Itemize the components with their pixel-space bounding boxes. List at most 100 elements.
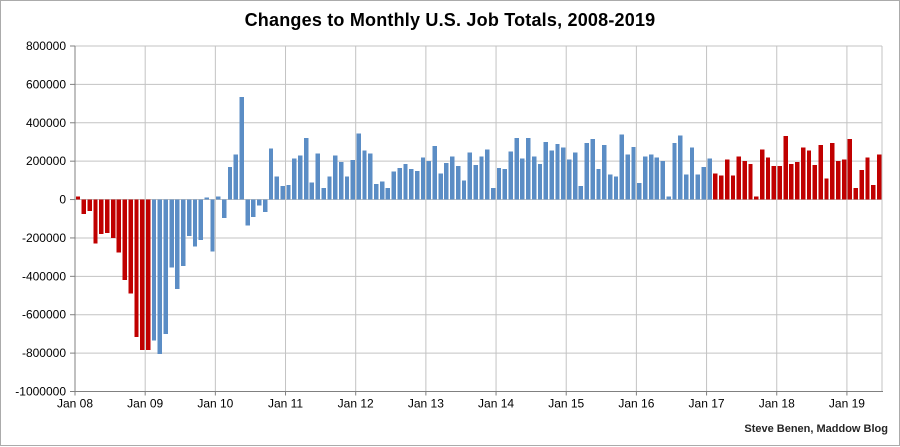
bar-2008-Jun (105, 199, 110, 234)
bar-2012-May (379, 181, 385, 200)
bar-2016-Feb (643, 156, 648, 200)
bar-2010-May (239, 96, 244, 200)
bar-2018-Jan (777, 165, 782, 200)
bar-2009-Aug (186, 199, 192, 237)
bar-2018-Sep (824, 178, 829, 200)
bar-2016-Aug (678, 135, 683, 200)
bar-2016-Dec (701, 166, 706, 200)
bar-2015-Sep (613, 176, 619, 200)
bar-2017-Feb (713, 173, 718, 200)
bar-2014-Jul (531, 156, 537, 200)
bar-2010-Sep (262, 199, 268, 213)
bar-2016-Jun (666, 196, 671, 200)
bar-2010-Jun (245, 199, 250, 226)
bar-2009-May (169, 199, 174, 268)
bar-2014-Feb (502, 168, 508, 200)
bar-2014-Mar (508, 151, 513, 200)
bar-2014-Nov (555, 143, 560, 200)
bar-2012-Feb (362, 150, 367, 200)
bar-2008-Oct (128, 199, 133, 294)
bar-2009-Jun (175, 199, 180, 289)
bar-2017-Dec (771, 165, 777, 200)
bar-2011-Feb (292, 158, 297, 200)
bar-2012-Mar (368, 153, 373, 200)
bar-2015-Jun (596, 168, 601, 200)
bar-2012-Jan (356, 133, 361, 200)
bar-2011-Jul (321, 188, 326, 200)
bar-2011-Mar (298, 155, 303, 200)
bar-2010-Oct (268, 148, 274, 200)
bar-2009-Dec (210, 199, 215, 252)
bar-2013-Nov (485, 149, 490, 200)
bar-2018-Feb (783, 136, 788, 200)
bar-2009-Feb (151, 199, 157, 341)
bar-2011-Apr (303, 138, 309, 200)
bar-2008-Apr (93, 199, 98, 244)
bar-2015-Mar (578, 186, 584, 200)
bar-2017-Apr (724, 159, 730, 200)
bar-2013-Jun (455, 165, 461, 200)
bar-2008-Feb (81, 199, 87, 214)
y-tick-label: 0 (59, 193, 66, 207)
x-tick-label: Jan 18 (759, 397, 795, 411)
bar-2012-Apr (374, 184, 379, 200)
x-tick-label: Jan 09 (127, 397, 163, 411)
bar-2019-Apr (865, 157, 870, 200)
chart-title: Changes to Monthly U.S. Job Totals, 2008… (244, 10, 656, 30)
y-tick-label: 400000 (26, 116, 66, 130)
x-tick-label: Jan 19 (829, 397, 865, 411)
bar-2010-Feb (222, 199, 227, 218)
bar-2010-Apr (233, 154, 239, 200)
bar-2011-Nov (344, 176, 350, 200)
bar-2014-Aug (537, 164, 543, 200)
bar-2017-Nov (765, 157, 771, 200)
bar-2010-Mar (227, 166, 233, 200)
bar-2011-May (309, 182, 315, 200)
bar-2017-Jul (742, 161, 747, 200)
bar-2010-Jan (216, 196, 221, 200)
bar-2012-Jul (391, 171, 396, 200)
bar-2011-Oct (338, 162, 344, 200)
x-tick-label: Jan 14 (478, 397, 514, 411)
bar-2017-Sep (754, 196, 759, 200)
bar-2014-Dec (561, 147, 566, 200)
bar-2011-Aug (327, 176, 332, 200)
x-tick-label: Jan 12 (338, 397, 374, 411)
x-tick-label: Jan 11 (268, 397, 303, 411)
bar-2008-Sep (122, 199, 127, 281)
x-tick-label: Jan 13 (408, 397, 444, 411)
bar-2013-Feb (432, 145, 437, 200)
bar-2014-Apr (514, 138, 519, 200)
bar-2015-Aug (607, 174, 613, 200)
bar-2008-Nov (134, 199, 139, 337)
bar-2012-Nov (414, 170, 420, 200)
bar-2016-Jul (672, 142, 677, 200)
bar-2013-Oct (479, 156, 484, 200)
x-tick-label: Jan 17 (689, 397, 725, 411)
bar-2012-Oct (409, 168, 414, 200)
bar-2018-Jun (806, 150, 812, 200)
attribution-text: Steve Benen, Maddow Blog (744, 423, 888, 435)
bar-2017-Oct (760, 149, 765, 200)
bar-2010-Dec (280, 186, 285, 200)
y-tick-label: -400000 (22, 269, 66, 283)
bar-2014-Oct (549, 150, 554, 200)
bar-2010-Nov (274, 176, 280, 200)
bar-2009-Jan (145, 199, 151, 351)
bar-2012-Dec (420, 157, 426, 200)
x-tick-label: Jan 16 (618, 397, 654, 411)
bar-2012-Jun (385, 188, 391, 200)
bar-2015-Oct (619, 134, 625, 200)
x-tick-label: Jan 10 (197, 397, 233, 411)
bar-2016-Nov (695, 174, 701, 200)
bar-2015-May (590, 139, 595, 200)
bar-2016-Oct (689, 147, 695, 200)
bar-2018-Apr (795, 162, 800, 200)
bar-2009-Nov (204, 197, 209, 200)
y-tick-label: 600000 (26, 77, 66, 91)
bar-2019-Jan (847, 139, 853, 200)
bar-2013-May (450, 156, 455, 200)
x-tick-label: Jan 08 (57, 397, 93, 411)
bar-2018-Nov (836, 161, 841, 200)
